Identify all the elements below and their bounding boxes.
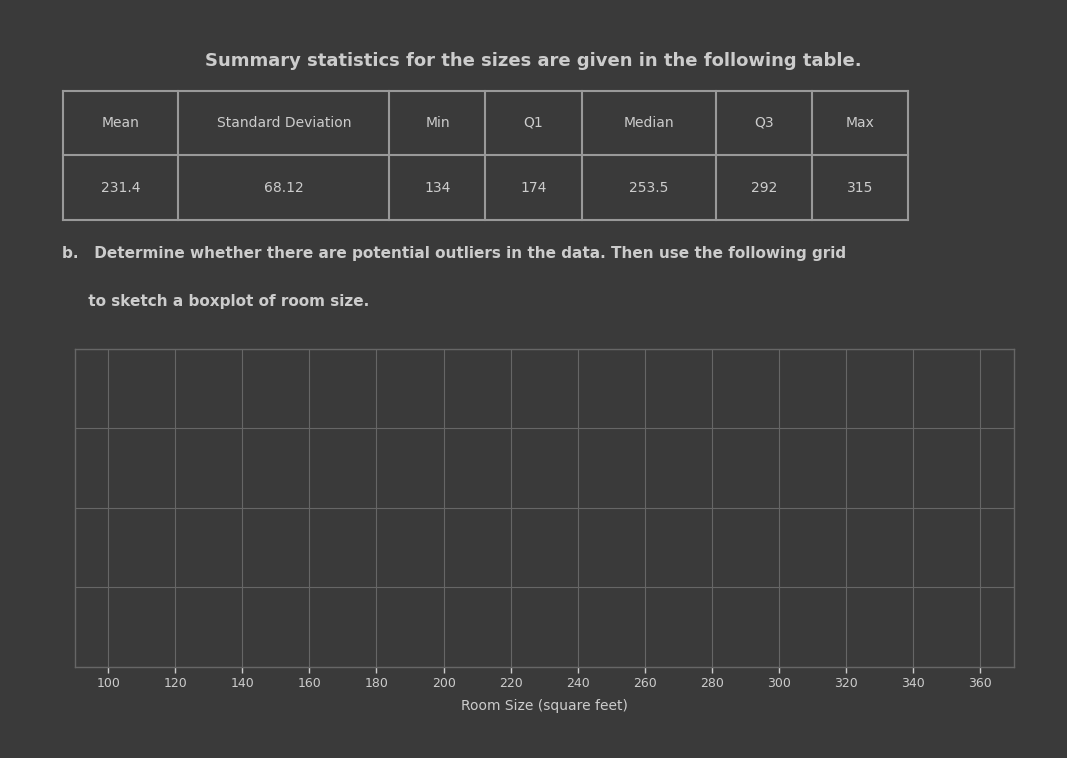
Text: 253.5: 253.5 [630, 181, 668, 195]
Text: 68.12: 68.12 [264, 181, 304, 195]
Text: b.   Determine whether there are potential outliers in the data. Then use the fo: b. Determine whether there are potential… [62, 246, 846, 262]
Text: 292: 292 [751, 181, 777, 195]
Text: Median: Median [623, 116, 674, 130]
X-axis label: Room Size (square feet): Room Size (square feet) [461, 699, 627, 713]
Text: 315: 315 [847, 181, 873, 195]
Text: Standard Deviation: Standard Deviation [217, 116, 351, 130]
Text: Summary statistics for the sizes are given in the following table.: Summary statistics for the sizes are giv… [205, 52, 862, 70]
Text: Min: Min [425, 116, 450, 130]
Text: 231.4: 231.4 [100, 181, 141, 195]
Text: to sketch a boxplot of room size.: to sketch a boxplot of room size. [62, 294, 369, 309]
Text: Q1: Q1 [524, 116, 543, 130]
Text: 134: 134 [425, 181, 450, 195]
Text: Max: Max [845, 116, 875, 130]
Text: Q3: Q3 [754, 116, 774, 130]
Text: Mean: Mean [101, 116, 140, 130]
Text: 174: 174 [521, 181, 546, 195]
